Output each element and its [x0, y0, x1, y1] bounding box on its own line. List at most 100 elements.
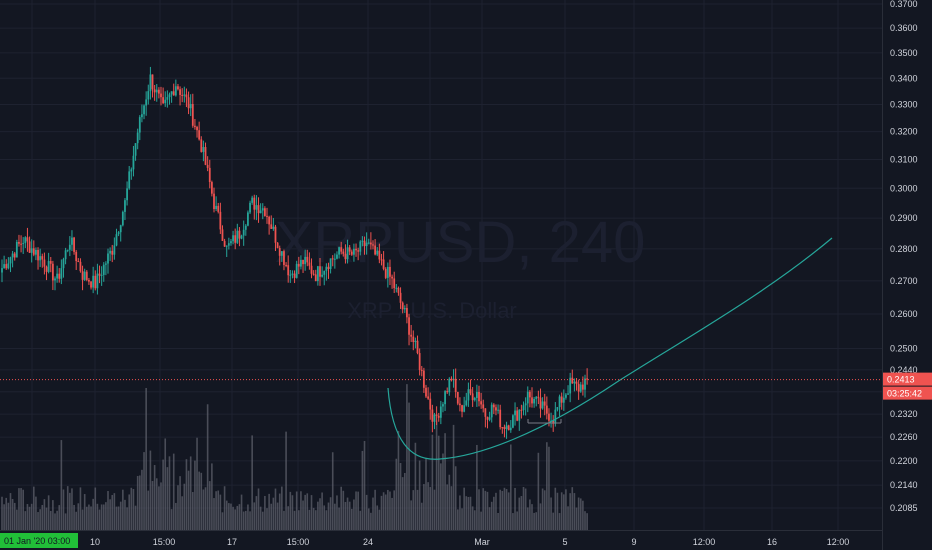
candle-body[interactable] [160, 93, 162, 98]
candle-body[interactable] [43, 259, 46, 267]
candle-body[interactable] [348, 247, 351, 252]
candle-body[interactable] [124, 200, 126, 212]
candle-body[interactable] [134, 143, 137, 156]
candle-body[interactable] [342, 251, 345, 254]
candle-body[interactable] [367, 242, 370, 244]
candle-body[interactable] [236, 230, 239, 243]
candle-body[interactable] [22, 242, 25, 244]
candle-body[interactable] [448, 378, 451, 393]
candle-body[interactable] [456, 391, 459, 404]
candle-body[interactable] [227, 243, 230, 246]
candle-body[interactable] [495, 407, 497, 411]
candle-body[interactable] [480, 401, 483, 405]
candle-body[interactable] [323, 270, 326, 275]
candle-body[interactable] [162, 97, 165, 104]
candle-body[interactable] [300, 259, 302, 267]
candle-body[interactable] [499, 409, 502, 428]
candle-body[interactable] [113, 245, 116, 255]
candle-body[interactable] [533, 398, 536, 404]
candle-body[interactable] [482, 404, 485, 409]
candle-body[interactable] [461, 405, 463, 412]
candle-body[interactable] [183, 94, 186, 96]
candle-body[interactable] [234, 235, 237, 243]
candle-body[interactable] [327, 266, 330, 270]
candle-body[interactable] [416, 340, 419, 354]
candle-body[interactable] [429, 398, 432, 410]
candle-body[interactable] [446, 391, 449, 393]
candle-body[interactable] [164, 99, 167, 104]
candle-body[interactable] [39, 256, 42, 261]
candle-body[interactable] [198, 130, 201, 140]
time-axis[interactable]: 10 15:00 17 15:00 24 Mar 5 9 12:00 16 12:00 [0, 530, 882, 548]
price-axis[interactable]: 0.3700 0.3600 0.3500 0.3400 0.3300 0.3200 0.31… [882, 0, 918, 550]
candle-body[interactable] [56, 273, 59, 279]
candle-body[interactable] [287, 265, 290, 276]
candle-body[interactable] [486, 416, 489, 420]
candle-body[interactable] [350, 251, 353, 255]
candle-body[interactable] [433, 414, 436, 422]
candle-body[interactable] [181, 94, 184, 96]
candle-body[interactable] [66, 249, 69, 251]
candle-body[interactable] [240, 235, 243, 239]
candle-body[interactable] [514, 410, 516, 416]
candle-body[interactable] [257, 205, 260, 214]
candle-body[interactable] [359, 241, 362, 252]
candle-body[interactable] [3, 264, 6, 269]
candle-body[interactable] [51, 263, 54, 281]
candle-body[interactable] [319, 266, 321, 277]
candle-body[interactable] [145, 99, 148, 106]
drawings[interactable] [387, 237, 833, 460]
candle-body[interactable] [166, 97, 169, 100]
candle-body[interactable] [314, 274, 317, 282]
candle-body[interactable] [215, 205, 218, 210]
candle-body[interactable] [13, 253, 16, 258]
candle-body[interactable] [484, 408, 487, 417]
candle-body[interactable] [83, 271, 86, 280]
candle-body[interactable] [528, 391, 531, 398]
candle-body[interactable] [531, 397, 533, 404]
candle-body[interactable] [79, 261, 82, 272]
candle-body[interactable] [151, 74, 154, 90]
candle-body[interactable] [1, 268, 3, 273]
candle-body[interactable] [492, 404, 495, 408]
candle-body[interactable] [26, 237, 29, 242]
candle-body[interactable] [7, 263, 10, 269]
candle-body[interactable] [208, 167, 211, 183]
candle-body[interactable] [73, 237, 75, 252]
candle-body[interactable] [18, 241, 20, 244]
candle-body[interactable] [518, 409, 521, 421]
candle-body[interactable] [221, 229, 224, 241]
candle-body[interactable] [431, 409, 434, 422]
candle-body[interactable] [372, 244, 374, 246]
candle-body[interactable] [128, 171, 131, 189]
candle-body[interactable] [316, 266, 319, 282]
candle-body[interactable] [522, 405, 525, 411]
candle-body[interactable] [92, 275, 95, 288]
candle-body[interactable] [395, 287, 398, 289]
candle-body[interactable] [24, 237, 27, 243]
rounding-bottom-curve[interactable] [387, 237, 833, 460]
candle-body[interactable] [204, 147, 207, 165]
candle-body[interactable] [554, 409, 557, 424]
candle-body[interactable] [454, 378, 457, 392]
candle-body[interactable] [488, 417, 491, 420]
candle-body[interactable] [132, 155, 135, 170]
candle-body[interactable] [278, 247, 281, 256]
candle-body[interactable] [293, 273, 296, 278]
candle-body[interactable] [75, 251, 78, 262]
candle-body[interactable] [88, 279, 90, 282]
candle-body[interactable] [242, 229, 245, 236]
candle-body[interactable] [274, 226, 277, 243]
candle-body[interactable] [206, 164, 209, 168]
candle-body[interactable] [58, 273, 61, 279]
candle-body[interactable] [376, 250, 379, 255]
candle-body[interactable] [380, 259, 383, 261]
candle-body[interactable] [369, 242, 372, 245]
candle-body[interactable] [516, 410, 519, 421]
candles[interactable] [1, 66, 589, 439]
candle-body[interactable] [285, 264, 287, 266]
candle-body[interactable] [179, 89, 181, 95]
candle-body[interactable] [141, 114, 143, 118]
